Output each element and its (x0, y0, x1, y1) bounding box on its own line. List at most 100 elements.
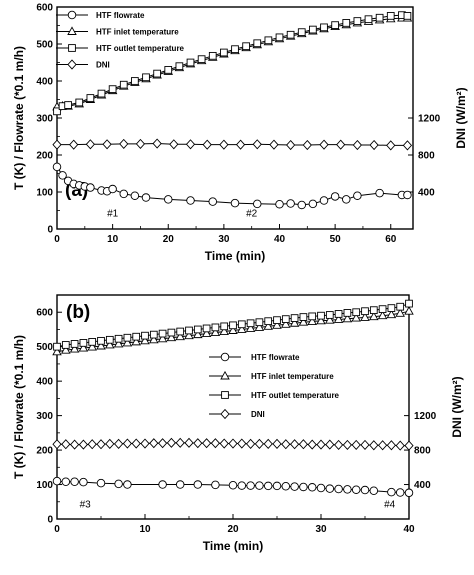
data-point (281, 319, 291, 328)
data-point (175, 437, 185, 448)
data-point (290, 482, 299, 491)
data-point (96, 439, 106, 450)
data-point (395, 308, 405, 317)
y-tick-label: 600 (36, 308, 53, 319)
data-point (52, 162, 62, 172)
data-point (135, 138, 146, 149)
data-point (88, 338, 97, 346)
y2-tick-label: 800 (418, 151, 435, 162)
data-point (220, 322, 229, 331)
legend-marker (68, 44, 76, 52)
data-point (185, 139, 196, 150)
y-tick-label: 400 (36, 377, 53, 388)
data-point (386, 440, 397, 451)
data-point (175, 331, 185, 341)
data-point (149, 438, 159, 449)
y2-tick-label: 1200 (418, 114, 441, 125)
data-point (231, 45, 239, 54)
series-htf-flowrate (52, 476, 414, 498)
series-htf-outlet-temperature (53, 299, 413, 351)
y-tick-label: 0 (47, 225, 53, 236)
data-point (263, 438, 273, 449)
y-axis-label: T (K) / Flowrate (*0.1 m/h) (12, 46, 26, 190)
data-point (272, 481, 282, 491)
legend-marker (67, 26, 77, 35)
data-point (114, 334, 123, 343)
data-point (219, 139, 229, 150)
data-point (208, 197, 217, 206)
data-point (319, 196, 329, 205)
data-point (360, 485, 370, 495)
data-point (123, 480, 132, 489)
data-point (210, 438, 221, 449)
y-tick-label: 200 (36, 151, 53, 162)
data-point (96, 340, 106, 350)
data-point (307, 316, 317, 325)
data-point (228, 325, 238, 334)
data-point (237, 438, 247, 449)
data-point (298, 439, 309, 450)
data-point (149, 330, 158, 339)
data-point (386, 140, 396, 151)
series-line (56, 17, 408, 108)
data-point (119, 80, 128, 89)
data-point (96, 478, 106, 488)
data-point (61, 341, 70, 349)
data-point (208, 51, 217, 60)
data-point (286, 30, 295, 39)
data-point (113, 338, 124, 348)
data-point (237, 320, 246, 329)
data-point (405, 299, 413, 308)
data-point (163, 195, 173, 204)
data-point (228, 438, 238, 449)
x-tick-label: 40 (274, 234, 286, 245)
data-point (87, 341, 97, 351)
data-point (333, 439, 344, 450)
data-point (395, 440, 405, 451)
legend-label: HTF inlet temperature (96, 28, 179, 37)
series-htf-flowrate (52, 162, 412, 210)
data-point (237, 481, 247, 490)
data-point (52, 346, 62, 356)
data-point (309, 25, 317, 34)
data-point (330, 192, 340, 201)
data-point (255, 318, 264, 327)
data-point (201, 328, 212, 338)
chart-a: 0 10 20 30 40 50 60010020030040050060040080012… (12, 3, 468, 264)
data-point (263, 321, 273, 330)
data-point (229, 321, 237, 330)
data-point (58, 171, 67, 180)
data-point (211, 480, 220, 490)
data-point (281, 439, 291, 450)
data-point (254, 322, 265, 331)
data-point (193, 325, 202, 334)
data-point (351, 439, 361, 450)
data-point (253, 39, 262, 48)
data-point (352, 139, 362, 151)
annotation-label: #4 (384, 499, 396, 510)
annotation-label: #1 (107, 208, 119, 219)
data-point (141, 331, 149, 340)
data-point (140, 335, 150, 345)
x-tick-label: 20 (163, 234, 175, 245)
data-point (245, 438, 256, 449)
data-point (157, 438, 168, 449)
data-point (228, 480, 238, 490)
data-point (403, 12, 412, 20)
data-point (255, 481, 264, 490)
data-point (64, 101, 72, 109)
data-point (336, 139, 346, 150)
data-point (211, 323, 220, 332)
legend-marker (220, 352, 230, 362)
data-point (307, 483, 317, 492)
data-point (169, 139, 179, 150)
y-tick-label: 500 (36, 40, 53, 51)
y-tick-label: 200 (36, 446, 53, 457)
x-tick-label: 20 (227, 524, 239, 535)
data-point (369, 486, 379, 495)
data-point (343, 309, 352, 317)
legend-label: HTF flowrate (251, 353, 300, 362)
data-point (302, 139, 312, 151)
data-point (193, 480, 203, 489)
